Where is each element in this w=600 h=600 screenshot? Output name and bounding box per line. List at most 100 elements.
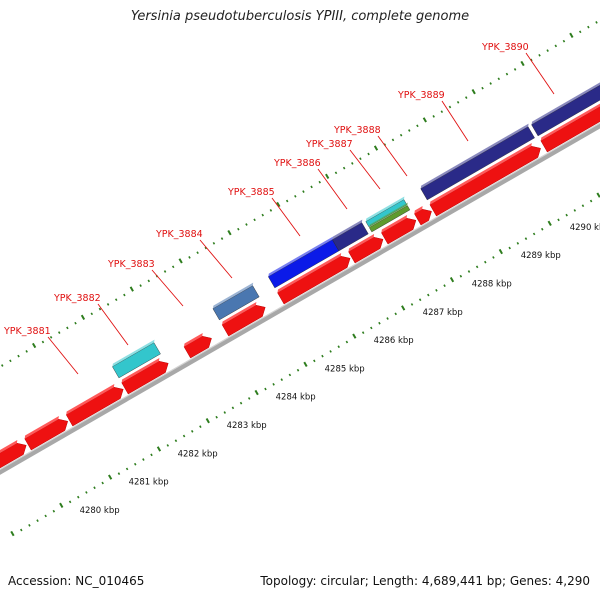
ruler-tick <box>399 133 403 137</box>
ruler-tick <box>93 486 96 490</box>
ruler-tick <box>285 199 289 203</box>
ruler-tick <box>98 307 102 311</box>
backbone-highlight <box>0 122 600 471</box>
ruler-tick <box>269 209 273 212</box>
ruler-tick <box>74 321 77 325</box>
ruler-tick <box>25 350 28 353</box>
ruler-tick <box>41 340 45 344</box>
ruler-tick <box>481 86 484 90</box>
ruler-tick <box>465 96 468 99</box>
ruler-tick <box>416 124 419 128</box>
cds-arrow <box>65 386 124 427</box>
ruler-tick <box>373 145 379 151</box>
gene-label: YPK_3887 <box>305 139 353 150</box>
ruler-tick <box>77 495 80 499</box>
cds-arrow-top <box>429 143 532 205</box>
ruler-tick <box>578 30 582 34</box>
inner-tick-ruler <box>10 192 600 537</box>
backbone-line <box>0 122 600 475</box>
ruler-tick <box>508 246 511 250</box>
cds-arrow <box>381 217 417 245</box>
ruler-tick <box>220 237 224 240</box>
ruler-tick <box>471 89 476 95</box>
ruler-tick <box>288 373 292 377</box>
ruler-tick <box>227 230 232 236</box>
cds-arrow <box>24 418 69 451</box>
ruler-tick <box>129 286 134 292</box>
ruler-tick <box>475 265 479 269</box>
ruler-tick <box>595 21 598 24</box>
ruler-tick <box>467 270 471 273</box>
ruler-tick <box>139 284 142 287</box>
ruler-tick-label: 4286 kbp <box>374 336 414 346</box>
ruler-tick <box>418 298 422 302</box>
ruler-tick <box>489 82 492 85</box>
cds-arrow-top <box>24 416 59 439</box>
ruler-tick <box>378 321 381 325</box>
cds-arrow-top <box>381 215 407 233</box>
ruler-tick <box>587 25 590 29</box>
cds-arrow-top <box>540 103 600 141</box>
ruler-tick <box>52 509 56 513</box>
ruler-tick-label: 4288 kbp <box>472 279 512 289</box>
ruler-tick <box>171 265 175 269</box>
cds-arrow-top <box>184 333 203 347</box>
ruler-tick <box>524 237 528 240</box>
ruler-tick <box>231 406 235 410</box>
genome-summary: Topology: circular; Length: 4,689,441 bp… <box>260 574 590 588</box>
ruler-tick <box>166 444 170 447</box>
ruler-tick <box>212 241 216 245</box>
gene-label: YPK_3884 <box>155 229 203 240</box>
ruler-tick <box>245 223 248 226</box>
ruler-tick <box>280 378 284 381</box>
feature-box-top <box>420 123 529 189</box>
ruler-tick <box>408 129 411 132</box>
feature-box-top <box>531 82 600 125</box>
ruler-tick <box>318 180 321 184</box>
ruler-tick <box>391 138 395 142</box>
ruler-tick <box>57 331 61 334</box>
ruler-tick <box>68 500 72 504</box>
gene-leader-line <box>349 149 381 190</box>
ruler-tick <box>427 293 430 297</box>
ruler-tick <box>44 514 47 518</box>
ruler-tick <box>117 472 121 475</box>
cds-arrow-top <box>414 206 423 214</box>
ruler-tick <box>562 39 566 43</box>
ruler-tick <box>174 439 178 443</box>
ruler-tick <box>449 277 455 283</box>
ruler-tick <box>276 201 281 208</box>
feature-box-top <box>112 339 155 367</box>
cds-arrow-top <box>66 384 115 415</box>
ruler-tick <box>20 528 23 532</box>
ruler-tick-label: 4284 kbp <box>276 393 316 403</box>
ruler-tick <box>101 481 104 485</box>
ruler-tick <box>237 227 240 231</box>
ruler-tick <box>520 60 525 67</box>
ruler-tick-label: 4283 kbp <box>227 421 267 431</box>
ruler-tick <box>546 49 549 52</box>
ruler-tick <box>589 199 593 203</box>
ruler-tick <box>484 260 487 264</box>
ruler-tick <box>188 256 191 259</box>
ruler-tick-label: 4289 kbp <box>521 251 561 261</box>
feature-box-top <box>365 196 405 222</box>
cds-arrow-top <box>348 234 375 252</box>
ruler-tick <box>310 185 313 189</box>
cds-arrow <box>0 442 27 469</box>
ruler-tick <box>215 415 218 419</box>
ruler-tick <box>337 345 340 349</box>
ruler-tick <box>261 213 264 217</box>
cds-arrow-top <box>277 253 342 293</box>
ruler-tick-label: 4281 kbp <box>129 478 169 488</box>
ruler-tick <box>401 305 406 311</box>
ruler-tick <box>394 312 397 316</box>
ruler-tick <box>17 354 20 358</box>
ruler-tick <box>538 53 541 57</box>
gene-labels: YPK_3881 YPK_3882 YPK_3883 YPK_3884 YPK_3885… <box>3 42 529 337</box>
gene-label: YPK_3888 <box>333 125 381 136</box>
ruler-tick <box>345 340 349 344</box>
gene-leader-line <box>441 100 469 142</box>
ruler-tick <box>370 326 373 330</box>
feature-box-top <box>212 282 254 309</box>
